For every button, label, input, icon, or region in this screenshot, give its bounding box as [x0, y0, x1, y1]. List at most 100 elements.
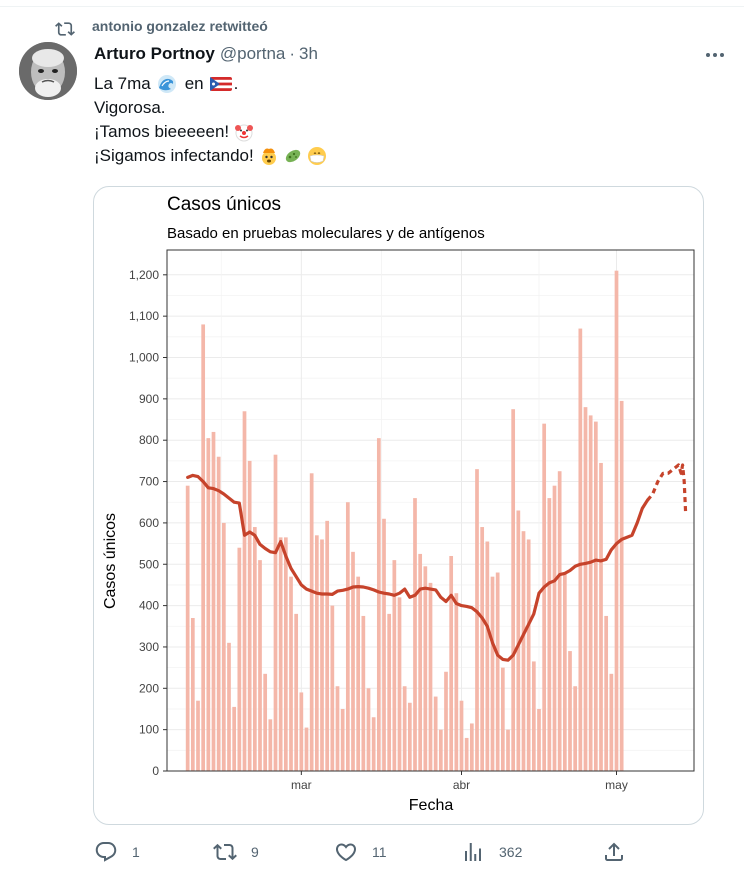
- reply-button[interactable]: 1: [94, 840, 140, 864]
- bar: [588, 415, 593, 771]
- tweet-text: La 7ma en . Vigorosa. ¡Tamos bieeeeen! ¡…: [94, 72, 329, 168]
- bar: [438, 729, 443, 771]
- bar: [500, 667, 505, 771]
- bar: [392, 560, 397, 771]
- chart-card[interactable]: Casos únicos Basado en pruebas molecular…: [93, 186, 704, 825]
- bar: [464, 737, 469, 771]
- views-icon: [465, 843, 481, 861]
- bar: [593, 421, 598, 771]
- wave-emoji-icon: [157, 75, 176, 93]
- y-tick-label: 800: [139, 433, 159, 447]
- y-tick-label: 400: [139, 599, 159, 613]
- bar: [609, 673, 614, 771]
- bar: [345, 502, 350, 771]
- bar: [201, 324, 206, 771]
- bar: [268, 719, 273, 771]
- chart-ylabel: Casos únicos: [102, 513, 119, 609]
- y-tick-label: 500: [139, 557, 159, 571]
- chart-subtitle: Basado en pruebas moleculares y de antíg…: [167, 225, 485, 242]
- retweet-count: 9: [251, 844, 259, 860]
- bar: [294, 613, 299, 771]
- bar: [242, 411, 247, 771]
- bar: [490, 576, 495, 771]
- bar: [573, 686, 578, 771]
- bar: [480, 527, 485, 771]
- y-tick-label: 1,200: [129, 268, 159, 282]
- tweet-line-2: Vigorosa.: [94, 98, 166, 117]
- bar: [366, 688, 371, 771]
- bar: [320, 539, 324, 771]
- bar: [449, 555, 454, 771]
- reply-icon: [95, 842, 117, 862]
- bar: [351, 551, 355, 771]
- plot-frame: [166, 249, 695, 772]
- x-tick-label: abr: [453, 778, 470, 792]
- bar: [562, 572, 567, 771]
- bar: [211, 431, 216, 771]
- bar: [227, 642, 231, 771]
- like-button[interactable]: 11: [334, 840, 387, 864]
- bar: [599, 462, 603, 771]
- clown-face-icon: [235, 124, 254, 142]
- puerto-rico-flag-icon: [209, 77, 232, 91]
- bar: [289, 576, 293, 771]
- bar: [304, 727, 309, 771]
- y-tick-label: 0: [152, 764, 159, 778]
- bar: [216, 456, 221, 771]
- tweet-line-1c: .: [233, 74, 239, 93]
- x-tick-label: may: [605, 778, 628, 792]
- bar: [206, 438, 211, 771]
- bar: [382, 518, 386, 771]
- bar: [526, 539, 531, 771]
- bar: [469, 723, 474, 771]
- bar: [475, 469, 479, 771]
- share-icon: [605, 842, 623, 861]
- bar: [258, 560, 262, 771]
- bar: [531, 661, 536, 771]
- bar: [330, 605, 335, 771]
- views-button[interactable]: 362: [461, 840, 522, 864]
- y-tick-label: 200: [139, 681, 159, 695]
- bar: [325, 520, 330, 771]
- more-button[interactable]: [704, 45, 726, 65]
- y-tick-label: 100: [139, 723, 159, 737]
- chart-xlabel: Fecha: [409, 797, 454, 814]
- y-tick-label: 900: [139, 392, 159, 406]
- bar: [190, 618, 195, 771]
- bar: [252, 527, 257, 771]
- bar: [454, 593, 459, 771]
- tweet-time[interactable]: 3h: [299, 44, 318, 63]
- share-button[interactable]: [602, 840, 640, 864]
- face-mask-icon: [307, 147, 326, 165]
- bar: [614, 270, 619, 771]
- y-tick-label: 1,100: [129, 309, 159, 323]
- retweet-button[interactable]: 9: [213, 840, 259, 864]
- bar: [428, 582, 433, 771]
- bar: [397, 597, 402, 771]
- tweet-line-1b: en: [184, 74, 204, 93]
- bar: [221, 522, 226, 771]
- trend-line: [186, 473, 650, 662]
- chart-title: Casos únicos: [167, 194, 281, 215]
- author-name[interactable]: Arturo Portnoy: [94, 44, 215, 63]
- tweet-line-4: ¡Sigamos infectando!: [94, 146, 254, 165]
- author-handle[interactable]: @portna: [219, 44, 286, 63]
- bar: [542, 423, 547, 771]
- avatar[interactable]: [19, 42, 77, 100]
- bar: [578, 328, 583, 771]
- exploding-head-icon: [261, 148, 276, 165]
- bar: [568, 651, 572, 771]
- bar: [485, 541, 490, 771]
- separator-dot: ·: [289, 44, 296, 63]
- bar: [371, 717, 376, 771]
- bar: [278, 537, 283, 771]
- bar: [552, 485, 557, 771]
- bar: [237, 547, 242, 771]
- bar: [356, 576, 361, 771]
- bar: [283, 537, 288, 771]
- retweet-context[interactable]: antonio gonzalez retwitteó: [55, 18, 268, 36]
- bar: [537, 708, 541, 771]
- views-count: 362: [499, 844, 523, 860]
- microbe-icon: [285, 149, 300, 163]
- bar: [361, 615, 366, 771]
